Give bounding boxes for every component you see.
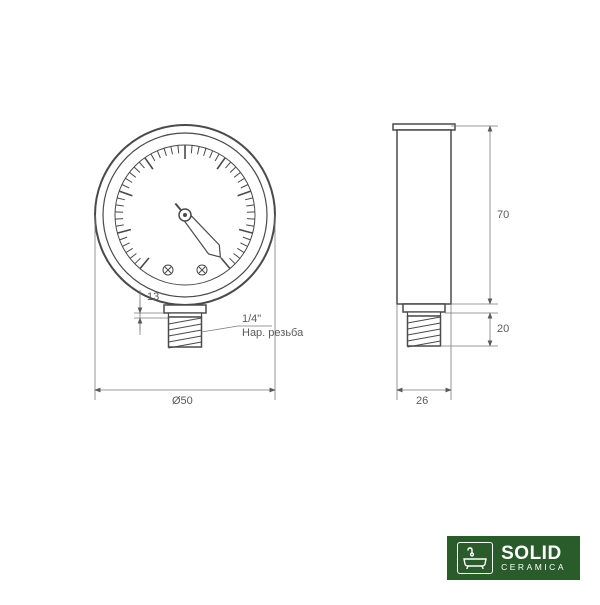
dim-stem-height: 20 bbox=[497, 322, 509, 336]
dim-diameter: Ø50 bbox=[172, 394, 193, 408]
dim-thread-1: 1/4" bbox=[242, 312, 261, 326]
logo-text-bottom: CERAMICA bbox=[501, 563, 566, 572]
side-view bbox=[393, 124, 455, 347]
dim-depth: 26 bbox=[416, 394, 428, 408]
brand-logo: SOLID CERAMICA bbox=[447, 536, 580, 580]
diagram-canvas: Ø50 13 1/4" Нар. резьба 70 20 26 bbox=[0, 0, 600, 600]
tech-drawing-svg bbox=[0, 0, 600, 600]
bathtub-icon bbox=[457, 542, 493, 574]
front-stem bbox=[164, 305, 206, 348]
dim-thread-2: Нар. резьба bbox=[242, 326, 303, 340]
logo-text-top: SOLID bbox=[501, 544, 566, 563]
dim-body-height: 70 bbox=[497, 208, 509, 222]
dim-stem-width: 13 bbox=[147, 290, 159, 304]
